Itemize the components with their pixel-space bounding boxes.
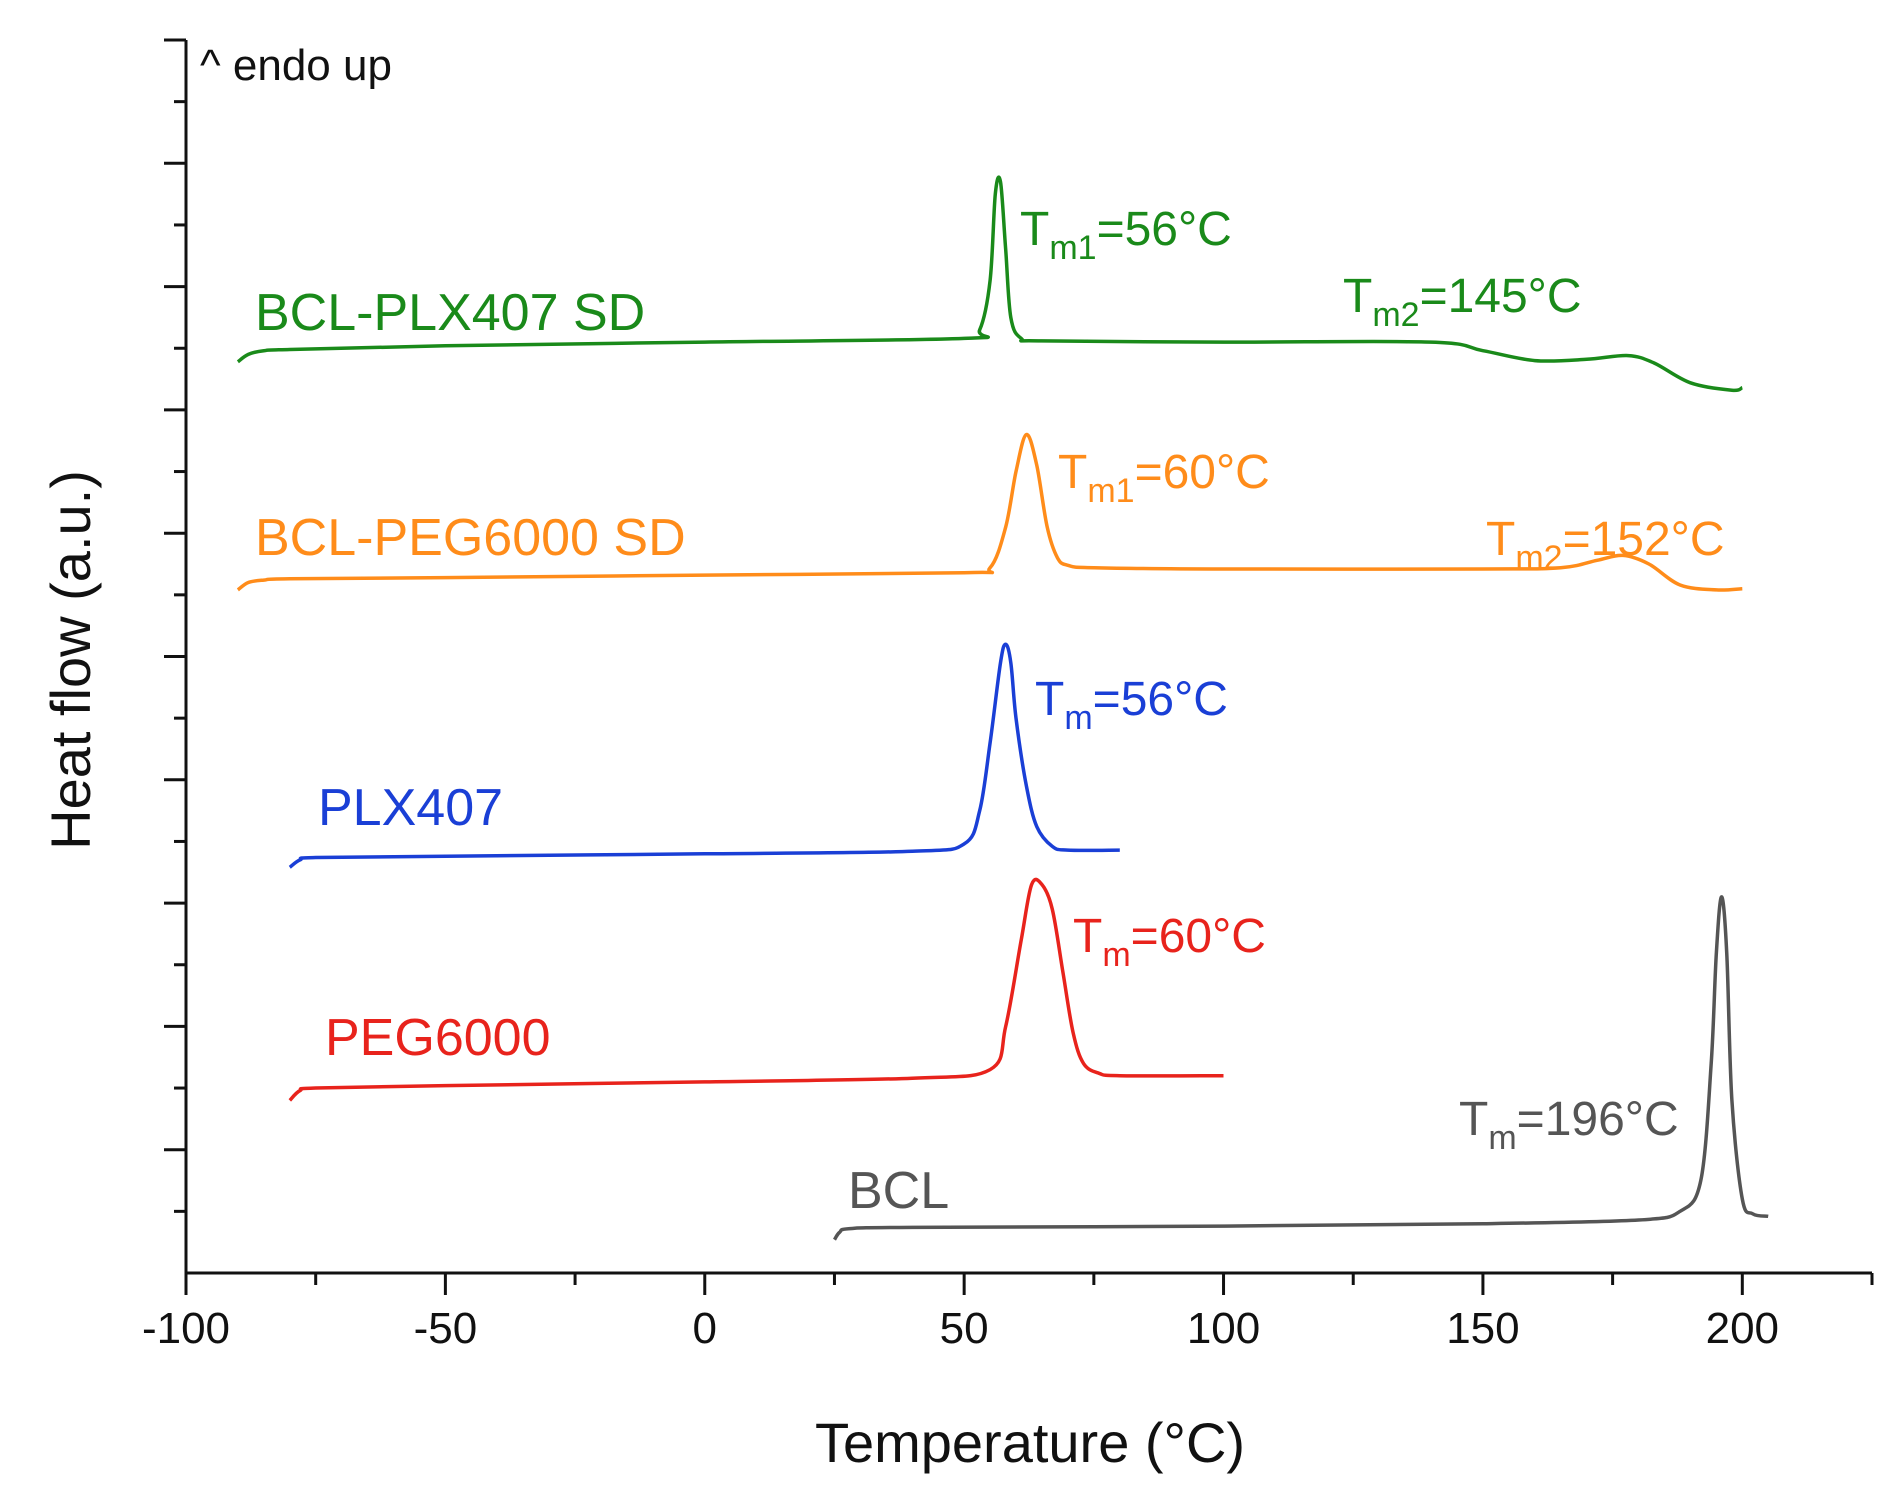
x-tick-label: 100 xyxy=(1187,1304,1260,1353)
labels-layer: BCL-PLX407 SD Tm1=56°C Tm2=145°C BCL-PEG600… xyxy=(255,203,1725,1220)
peak-temperature-label: Tm2=145°C xyxy=(1343,270,1582,334)
series-name-label: BCL xyxy=(848,1162,949,1220)
x-tick-label: 50 xyxy=(940,1304,989,1353)
peak-temperature-label: Tm=56°C xyxy=(1035,673,1228,737)
endo-up-annotation: ^ endo up xyxy=(200,41,392,90)
y-axis-title: Heat flow (a.u.) xyxy=(39,470,102,850)
peak-temperature-label: Tm2=152°C xyxy=(1486,513,1725,577)
x-tick-label: 0 xyxy=(693,1304,717,1353)
peak-temperature-label: Tm=196°C xyxy=(1459,1093,1679,1157)
x-axis-title: Temperature (°C) xyxy=(815,1411,1245,1474)
x-tick-label: -100 xyxy=(142,1304,230,1353)
x-tick-label: -50 xyxy=(414,1304,478,1353)
series-layer xyxy=(236,175,1769,1241)
series-name-label: BCL-PLX407 SD xyxy=(255,284,645,342)
series-name-label: PLX407 xyxy=(318,779,503,837)
peak-temperature-label: Tm1=60°C xyxy=(1058,446,1270,510)
series-line-bcl-plx407-sd xyxy=(236,175,1744,393)
x-tick-label: 200 xyxy=(1706,1304,1779,1353)
series-line-bcl xyxy=(832,895,1769,1241)
axes: -100 -50 0 50 100 150 200 xyxy=(142,38,1874,1353)
series-line-plx407 xyxy=(288,642,1120,869)
series-name-label: PEG6000 xyxy=(325,1009,551,1067)
series-name-label: BCL-PEG6000 SD xyxy=(255,509,686,567)
x-tick-label: 150 xyxy=(1446,1304,1519,1353)
series-line-bcl-peg6000-sd xyxy=(236,432,1743,592)
peak-temperature-label: Tm=60°C xyxy=(1073,910,1266,974)
peak-temperature-label: Tm1=56°C xyxy=(1020,203,1232,267)
series-line-peg6000 xyxy=(288,877,1224,1102)
